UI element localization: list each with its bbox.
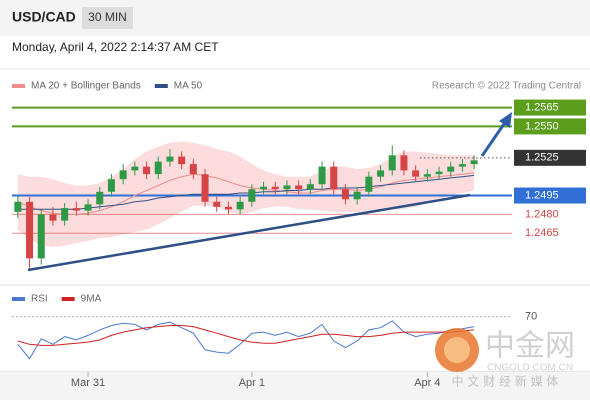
candle-body [470,160,478,165]
candle-body [166,156,174,162]
plot-layer: MA 20 + Bollinger Bands MA 50 1.2565 1.2550… [12,81,586,389]
candle-body [388,155,396,171]
candle-body [224,206,232,210]
level-label-box [514,118,586,135]
level-label-box [514,187,586,204]
target-arrow [480,120,508,157]
candle-body [248,189,256,202]
candle-body [435,171,443,175]
candle-body [260,186,268,190]
candle-body [447,166,455,172]
candle-body [365,176,373,192]
watermark-logo-inner [444,337,470,363]
legend-swatch [12,84,25,88]
watermark-title: 中金网 [485,329,575,364]
legend-swatch [12,297,25,301]
level-label: 1.2495 [525,189,559,201]
level-label-box [514,99,586,116]
candle-body [458,164,466,167]
candle-body [154,161,162,175]
source-credit: Research © 2022 Trading Central [432,81,581,92]
x-tick-label: Apr 1 [239,377,265,389]
candle-body [201,174,209,202]
candle-body [295,185,303,190]
candle-body [61,208,69,221]
legend-label: MA 20 + Bollinger Bands [31,81,141,92]
candle-body [26,201,34,259]
x-tick-label: Apr 4 [414,377,440,389]
candle-body [14,201,22,212]
candle-body [377,170,385,177]
candle-body [119,170,127,180]
x-tick-label: Mar 31 [71,377,105,389]
candle-body [423,174,431,177]
level-label: 1.2525 [525,152,559,164]
candle-body [236,201,244,210]
level-label: 1.2465 [525,227,559,239]
target-arrow-head [499,112,512,128]
candle-body [143,166,151,175]
legend-label: RSI [31,294,48,305]
candle-body [271,186,279,190]
legend-label: MA 50 [174,81,203,92]
timestamp: Monday, April 4, 2022 2:14:37 AM CET [12,40,219,54]
candle-body [49,214,57,221]
level-label: 1.2550 [525,120,559,132]
candle-body [131,166,139,171]
moving-average-line [17,174,475,210]
interval-badge [82,7,133,29]
level-label-box [514,149,586,166]
candle-body [72,208,80,211]
candle-body [412,170,420,177]
y-tick-label: 70 [525,311,537,323]
candle-body [84,204,92,211]
candle-body [37,214,45,259]
watermark-tagline: 中 文 财 经 新 媒 体 [452,374,559,389]
candle-body [96,191,104,205]
support-trendline [27,193,471,272]
indicator-line [17,325,475,346]
candle-body [178,156,186,165]
candle-body [353,191,361,200]
candle-body [283,185,291,190]
candle-body [318,166,326,185]
candle-body [107,179,115,192]
candle-body [330,166,338,190]
interval: 30 MIN [88,10,127,24]
candle-body [341,189,349,200]
watermark: 中金网 CNGOLD.COM.CN 中 文 财 经 新 媒 体 [435,328,575,389]
indicator-line [17,320,475,360]
moving-average-line [17,172,475,215]
legend-swatch [61,297,75,301]
candle-body [189,164,197,175]
candle-body [213,201,221,207]
watermark-domain: CNGOLD.COM.CN [487,363,573,374]
symbol: USD/CAD [12,9,76,25]
level-label: 1.2565 [525,101,559,113]
legend-label: 9MA [81,294,102,305]
level-label: 1.2480 [525,208,559,220]
candle-body [400,155,408,171]
candle-body [306,184,314,190]
x-axis-bar [0,372,590,400]
legend-swatch [154,84,168,88]
